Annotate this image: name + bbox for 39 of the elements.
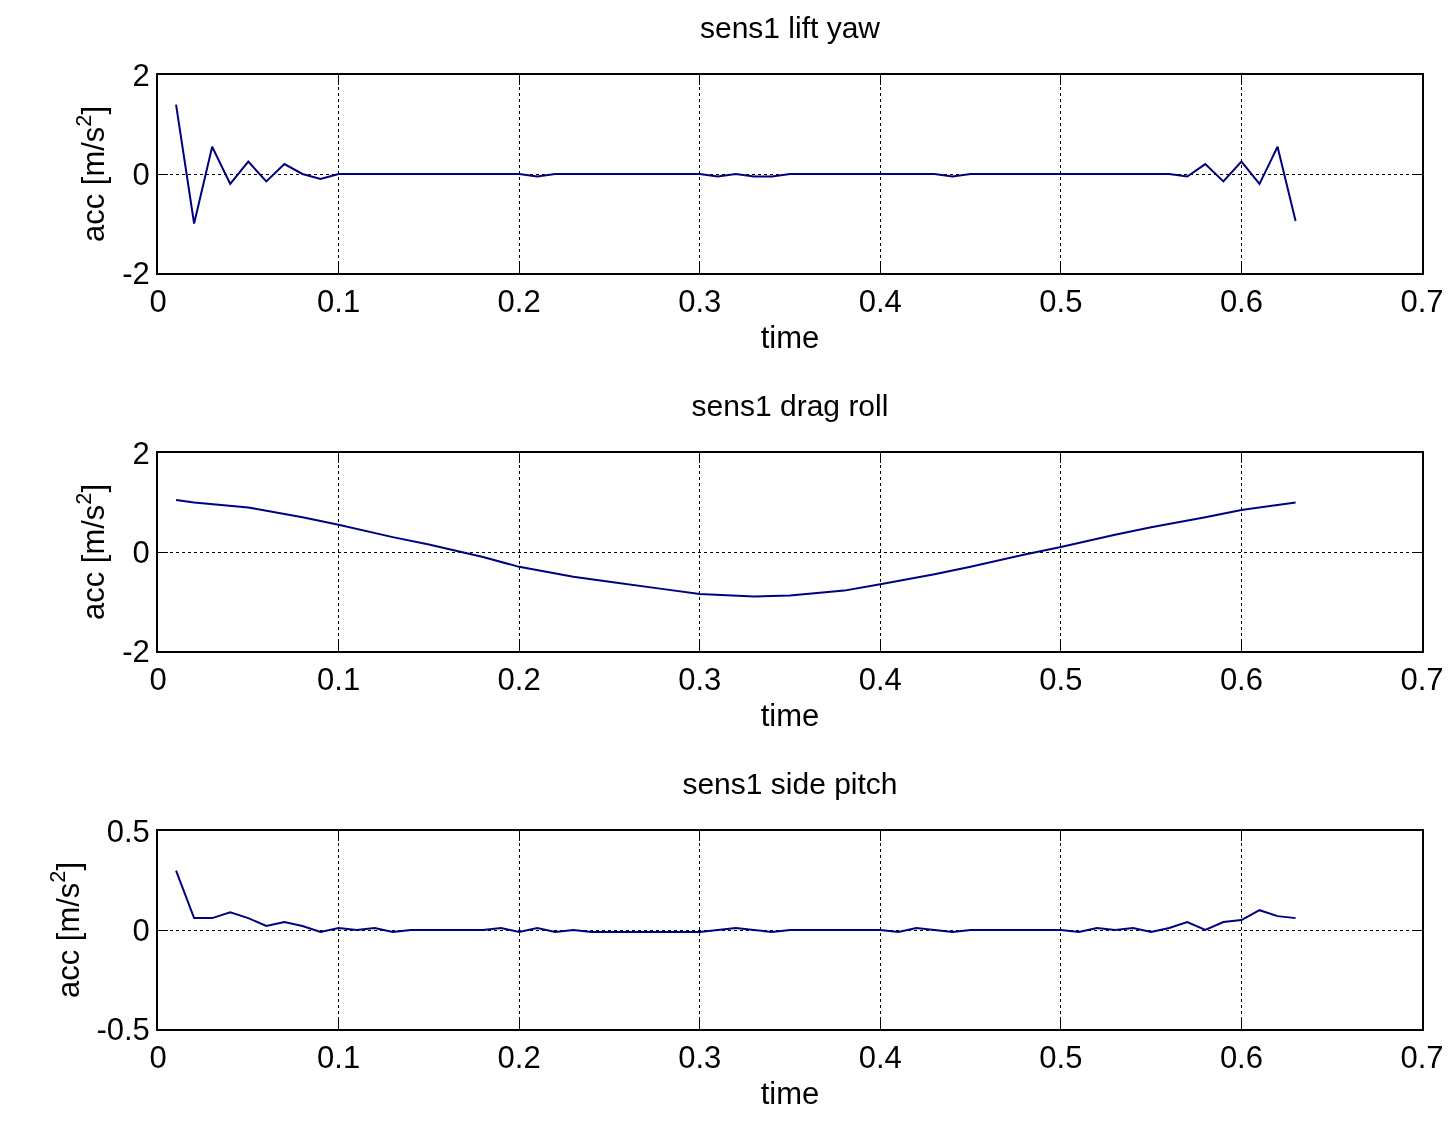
x-tick-label: 0.7 bbox=[1400, 284, 1444, 320]
y-tick-label: -2 bbox=[122, 255, 150, 291]
y-tick-label: 0 bbox=[132, 534, 150, 570]
x-tick-label: 0.3 bbox=[678, 1040, 722, 1076]
line-series bbox=[175, 103, 1297, 225]
y-tick-label: 0.5 bbox=[106, 813, 150, 849]
x-tick-label: 0.5 bbox=[1039, 284, 1083, 320]
x-tick-label: 0.6 bbox=[1219, 662, 1263, 698]
y-tick-label: 0 bbox=[132, 156, 150, 192]
x-axis-title: time bbox=[760, 697, 820, 733]
x-tick-label: 0.4 bbox=[858, 662, 902, 698]
x-tick-label: 0.2 bbox=[497, 1040, 541, 1076]
x-tick-label: 0.5 bbox=[1039, 1040, 1083, 1076]
line-series bbox=[175, 869, 1297, 933]
x-axis-title: time bbox=[760, 319, 820, 355]
x-tick-label: 0.4 bbox=[858, 1040, 902, 1076]
line-series bbox=[175, 499, 1297, 598]
y-tick-label: -2 bbox=[122, 633, 150, 669]
x-tick-label: 0.5 bbox=[1039, 662, 1083, 698]
x-axis-title: time bbox=[760, 1075, 820, 1111]
x-tick-label: 0.7 bbox=[1400, 662, 1444, 698]
x-tick-label: 0.3 bbox=[678, 284, 722, 320]
y-tick-label: -0.5 bbox=[96, 1011, 150, 1047]
x-tick-label: 0.7 bbox=[1400, 1040, 1444, 1076]
x-tick-label: 0.1 bbox=[317, 1040, 361, 1076]
x-tick-label: 0.1 bbox=[317, 284, 361, 320]
y-tick-label: 2 bbox=[132, 435, 150, 471]
x-tick-label: 0.1 bbox=[317, 662, 361, 698]
x-tick-label: 0.2 bbox=[497, 662, 541, 698]
x-tick-label: 0.2 bbox=[497, 284, 541, 320]
y-tick-label: 2 bbox=[132, 57, 150, 93]
y-tick-label: 0 bbox=[132, 912, 150, 948]
x-tick-label: 0.4 bbox=[858, 284, 902, 320]
x-tick-label: 0.3 bbox=[678, 662, 722, 698]
chart-title: sens1 lift yaw bbox=[699, 10, 881, 44]
x-tick-label: 0.6 bbox=[1219, 1040, 1263, 1076]
chart-title: sens1 drag roll bbox=[691, 388, 889, 422]
x-tick-label: 0.6 bbox=[1219, 284, 1263, 320]
chart-title: sens1 side pitch bbox=[682, 766, 898, 800]
